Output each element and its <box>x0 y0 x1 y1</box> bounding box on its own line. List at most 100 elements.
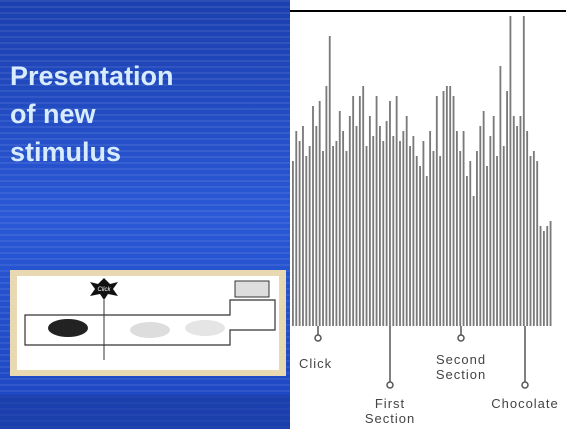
spike-bar <box>319 101 321 326</box>
spike-bar <box>329 36 331 326</box>
marker-label: Chocolate <box>491 396 559 411</box>
spike-bar <box>469 161 471 326</box>
spike-bar <box>349 116 351 326</box>
spike-bar <box>312 106 314 326</box>
spike-bar <box>366 146 368 326</box>
spike-bar <box>466 176 468 326</box>
spike-bar <box>402 131 404 326</box>
spike-bar <box>433 151 435 326</box>
marker-dot <box>458 335 464 341</box>
spike-bar <box>459 151 461 326</box>
marker-label: Click <box>299 356 332 371</box>
counter-box <box>235 281 269 297</box>
spike-bar <box>533 151 535 326</box>
spike-bar <box>332 146 334 326</box>
spike-bar <box>506 91 508 326</box>
marker-dot <box>315 335 321 341</box>
spike-bar <box>302 126 304 326</box>
marker-label: Section <box>365 411 415 426</box>
spike-bar <box>443 91 445 326</box>
spike-bar <box>479 126 481 326</box>
spike-bar <box>486 166 488 326</box>
spike-bar <box>419 166 421 326</box>
title-line: stimulus <box>10 137 121 167</box>
spike-bar <box>483 111 485 326</box>
marker-label: First <box>375 396 405 411</box>
spike-bar <box>550 221 552 326</box>
spike-bar <box>322 151 324 326</box>
click-text: Click <box>98 287 112 293</box>
spike-bar <box>530 156 532 326</box>
spike-bar <box>426 176 428 326</box>
spike-bar <box>456 131 458 326</box>
spike-bar <box>526 131 528 326</box>
spike-bar <box>376 96 378 326</box>
spike-bar <box>543 231 545 326</box>
spike-bar <box>382 141 384 326</box>
spike-bar <box>315 126 317 326</box>
marker-label: Section <box>436 367 486 382</box>
spike-bar <box>496 156 498 326</box>
spike-bar <box>386 121 388 326</box>
spike-bar <box>449 86 451 326</box>
spike-bar <box>346 151 348 326</box>
spike-bar <box>295 131 297 326</box>
spike-bar <box>309 146 311 326</box>
spike-bar <box>406 116 408 326</box>
title-line: Presentation <box>10 61 174 91</box>
spike-bar <box>536 161 538 326</box>
spike-bar <box>439 156 441 326</box>
spike-bar <box>503 146 505 326</box>
spike-bar <box>510 16 512 326</box>
spike-bar <box>513 116 515 326</box>
slide-canvas: Presentation of new stimulus Click Click Fi… <box>0 0 566 429</box>
marker-dot <box>522 382 528 388</box>
spike-bar <box>463 131 465 326</box>
spike-bar <box>446 86 448 326</box>
spike-bar <box>362 86 364 326</box>
spike-bar <box>429 131 431 326</box>
spike-bar <box>499 66 501 326</box>
marker-dot <box>387 382 393 388</box>
title-line: of new <box>10 99 96 129</box>
spike-bar <box>299 141 301 326</box>
spike-bar <box>392 136 394 326</box>
spike-bar <box>473 196 475 326</box>
spike-bar <box>423 141 425 326</box>
spike-bar <box>369 116 371 326</box>
spike-bar <box>389 101 391 326</box>
spike-bar <box>416 156 418 326</box>
spike-bar <box>520 116 522 326</box>
spike-bar <box>489 136 491 326</box>
spike-bar <box>412 136 414 326</box>
spike-bar <box>305 156 307 326</box>
spike-bar <box>540 226 542 326</box>
spike-bar <box>476 151 478 326</box>
rat-ghost <box>130 322 170 338</box>
bottom-band <box>0 395 290 429</box>
spike-bar <box>379 126 381 326</box>
spike-bar <box>493 116 495 326</box>
spike-bar <box>453 96 455 326</box>
spike-bar <box>292 161 294 326</box>
spike-bar <box>409 146 411 326</box>
spike-bar <box>359 96 361 326</box>
spike-bar <box>546 226 548 326</box>
rat <box>48 319 88 337</box>
spike-bar <box>372 136 374 326</box>
spike-bar <box>436 96 438 326</box>
spike-bar <box>342 131 344 326</box>
spike-bar <box>356 126 358 326</box>
rat-ghost <box>185 320 225 336</box>
spike-bar <box>339 111 341 326</box>
spike-bar <box>523 16 525 326</box>
spike-bar <box>516 126 518 326</box>
spike-bar <box>399 141 401 326</box>
spike-bar <box>396 96 398 326</box>
slide: Presentation of new stimulus Click Click Fi… <box>0 0 566 429</box>
marker-label: Second <box>436 352 486 367</box>
spike-bar <box>352 96 354 326</box>
spike-bar <box>336 141 338 326</box>
spike-bar <box>325 86 327 326</box>
